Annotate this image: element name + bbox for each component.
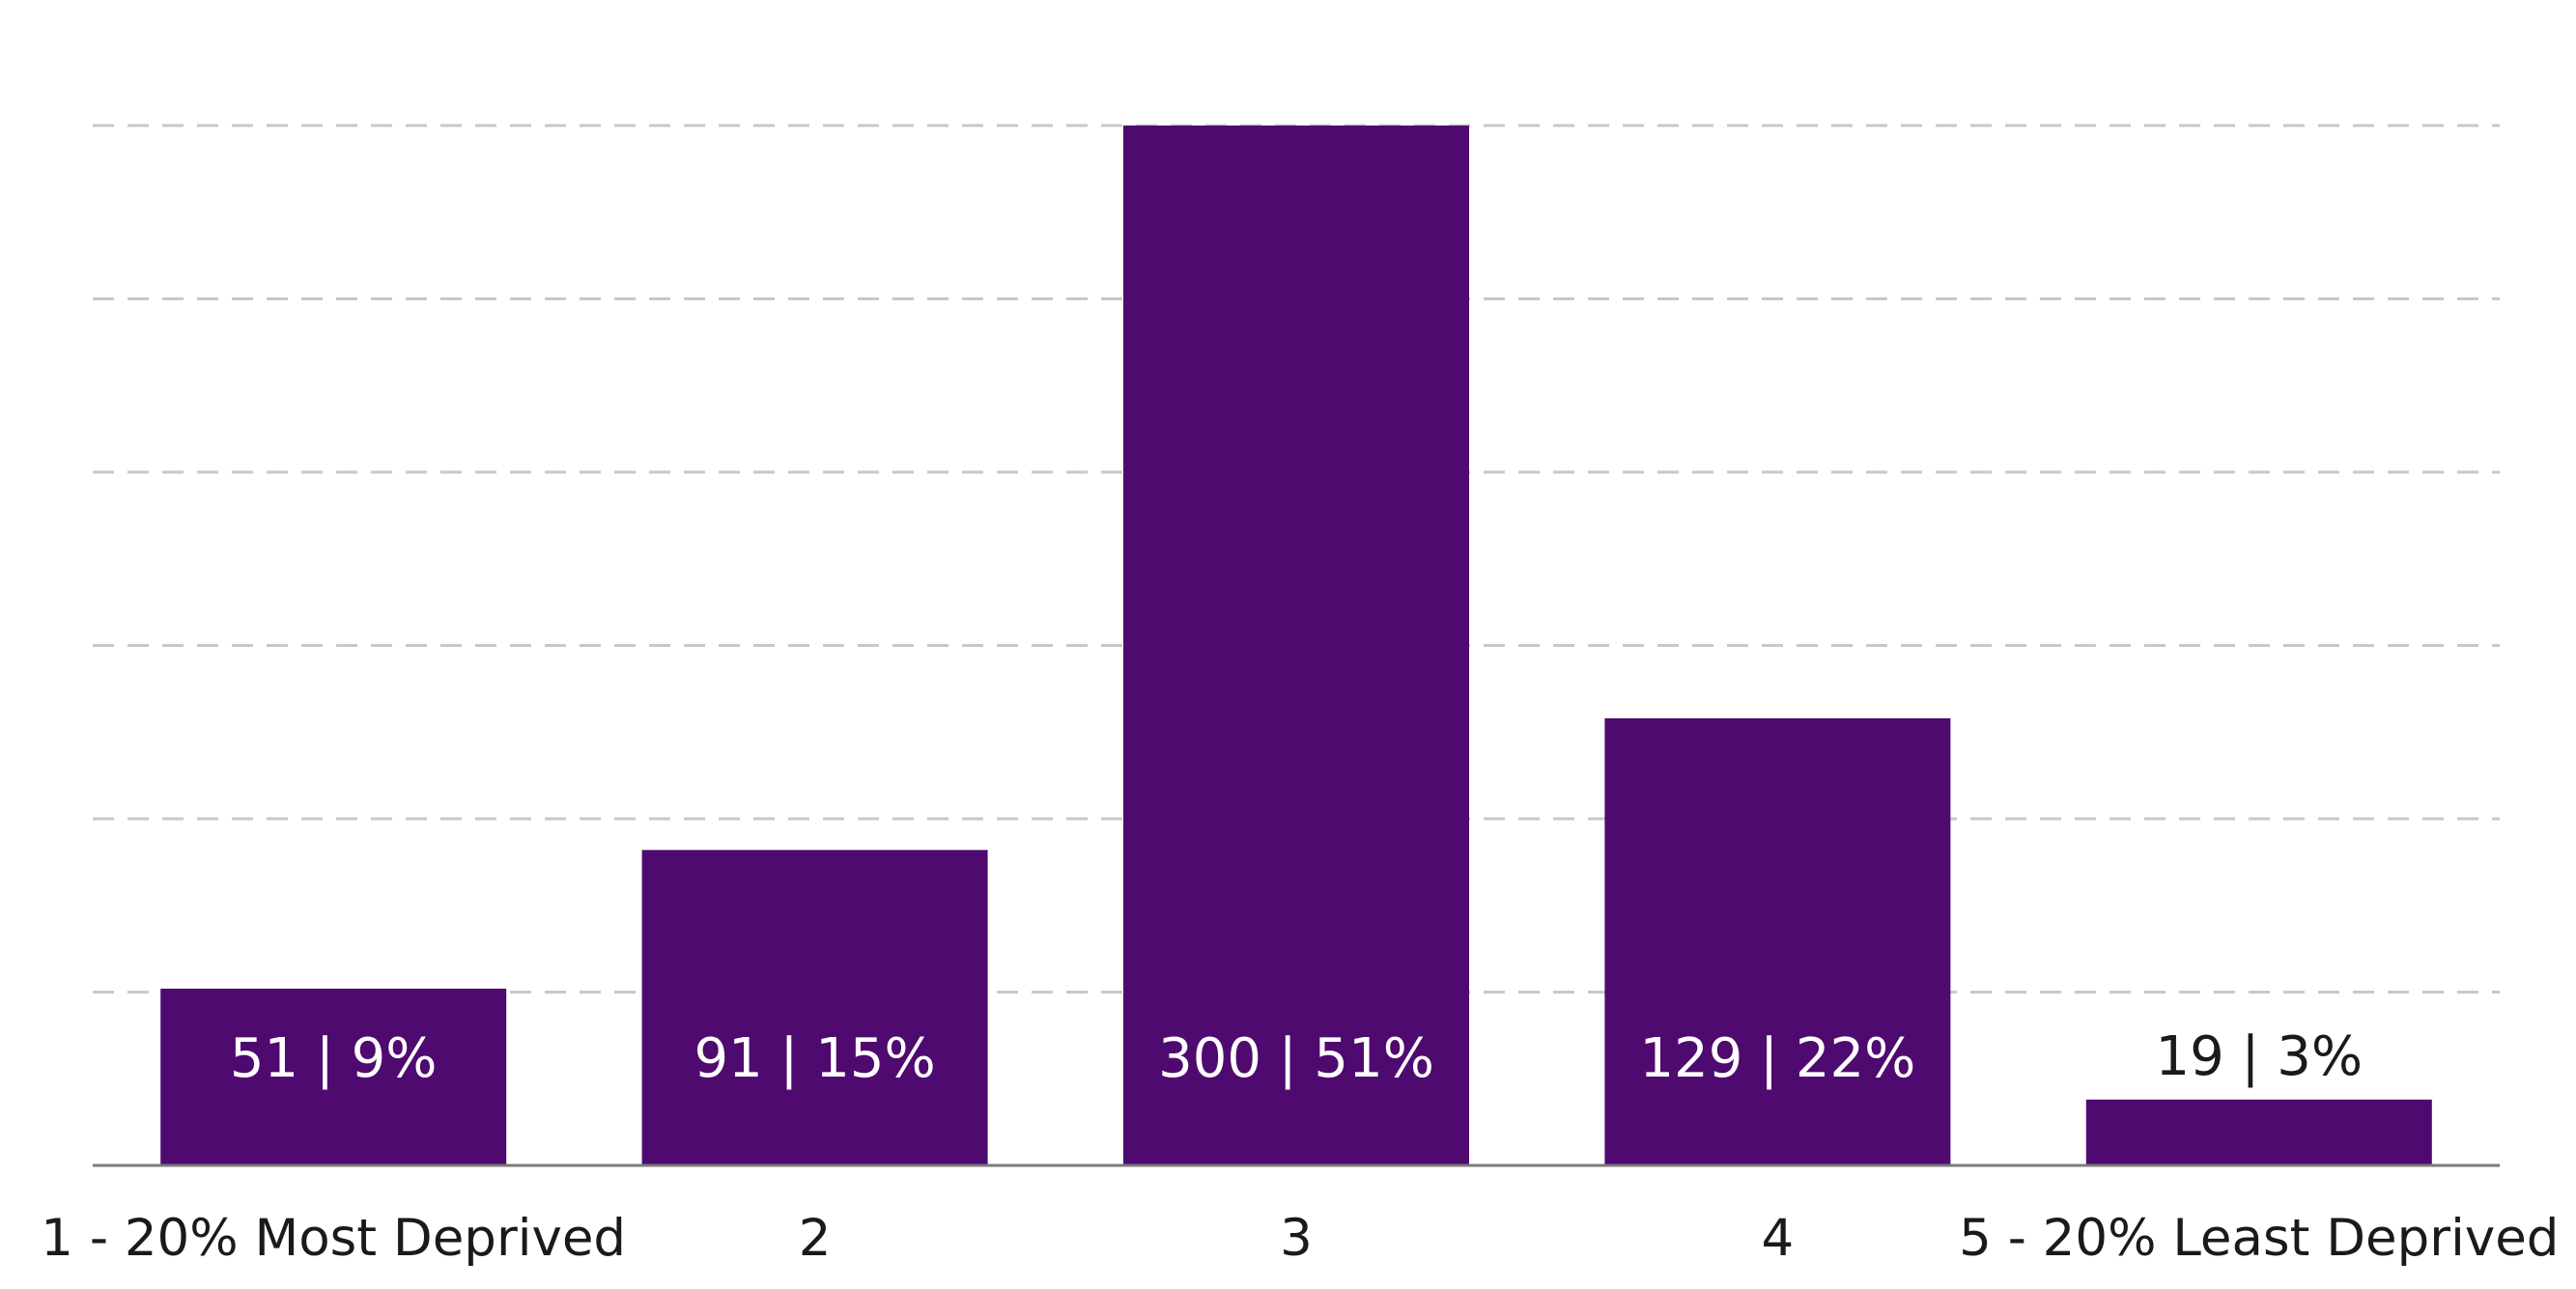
x-tick-label-4: 4	[1762, 1209, 1795, 1268]
bar-3	[1123, 126, 1469, 1165]
data-label-5: 19 | 3%	[2156, 1025, 2364, 1088]
data-labels: 51 | 9% 91 | 15% 300 | 51% 129 | 22% 19 | 3%	[230, 1025, 2363, 1090]
bar-5	[2085, 1099, 2432, 1165]
data-label-1: 51 | 9%	[230, 1027, 438, 1090]
data-label-4: 129 | 22%	[1639, 1027, 1915, 1090]
bars	[160, 126, 2432, 1165]
data-label-3: 300 | 51%	[1158, 1027, 1434, 1090]
x-tick-label-3: 3	[1280, 1209, 1313, 1268]
x-tick-label-2: 2	[799, 1209, 832, 1268]
x-tick-label-5: 5 - 20% Least Deprived	[1959, 1209, 2559, 1268]
bar-4	[1604, 717, 1951, 1165]
bar-2	[641, 850, 988, 1165]
x-tick-label-1: 1 - 20% Most Deprived	[41, 1209, 626, 1268]
bar-1	[160, 988, 507, 1165]
x-axis-tick-labels: 1 - 20% Most Deprived 2 3 4 5 - 20% Least De…	[41, 1209, 2559, 1268]
data-label-2: 91 | 15%	[694, 1027, 935, 1090]
